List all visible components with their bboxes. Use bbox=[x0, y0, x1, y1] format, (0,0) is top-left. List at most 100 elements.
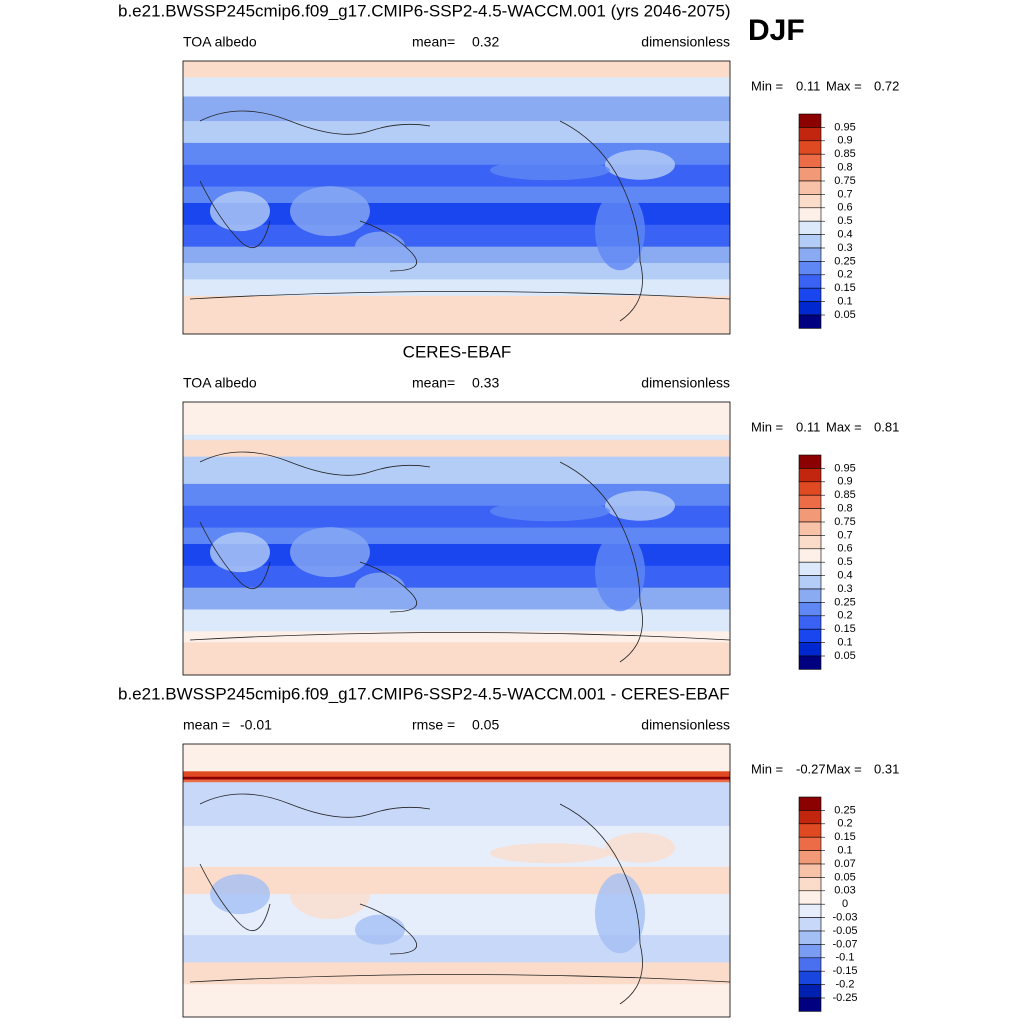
coastline bbox=[189, 793, 731, 1005]
units-label: dimensionless bbox=[641, 34, 730, 50]
map-feature bbox=[355, 572, 405, 603]
min-label: Min = bbox=[751, 761, 783, 776]
map-feature bbox=[210, 532, 270, 573]
map-feature bbox=[490, 843, 610, 864]
colorbar-label: 0.4 bbox=[837, 570, 852, 582]
map-feature bbox=[605, 832, 675, 863]
stat-label: mean= bbox=[412, 34, 455, 50]
colorbar-segment bbox=[798, 454, 822, 469]
colorbar-segment bbox=[798, 194, 822, 209]
colorbar-label: 0.25 bbox=[834, 804, 855, 816]
colorbar-segment bbox=[798, 220, 822, 235]
map-feature bbox=[490, 160, 610, 181]
min-value: 0.11 bbox=[796, 78, 820, 93]
colorbar-segment bbox=[798, 167, 822, 182]
stat-value: -0.01 bbox=[240, 717, 272, 733]
min-value: 0.11 bbox=[796, 419, 820, 434]
colorbar-label: 0.15 bbox=[834, 831, 855, 843]
colorbar-segment bbox=[798, 810, 822, 825]
map-band bbox=[183, 609, 730, 632]
colorbar-label: 0.85 bbox=[834, 148, 855, 160]
map-feature bbox=[290, 527, 370, 578]
colorbar-label: 0.4 bbox=[837, 229, 852, 241]
panel-title: b.e21.BWSSP245cmip6.f09_g17.CMIP6-SSP2-4… bbox=[118, 1, 731, 20]
colorbar-label: 0.05 bbox=[834, 871, 855, 883]
colorbar-segment bbox=[798, 508, 822, 523]
map bbox=[183, 402, 731, 676]
stat-value: 0.32 bbox=[472, 34, 499, 50]
map-band bbox=[183, 587, 730, 610]
colorbar-segment bbox=[798, 957, 822, 972]
figure-title: DJF bbox=[748, 14, 805, 47]
map-feature bbox=[605, 149, 675, 180]
min-label: Min = bbox=[751, 78, 783, 93]
colorbar-segment bbox=[798, 521, 822, 536]
map-band bbox=[183, 142, 730, 166]
units-label: dimensionless bbox=[641, 375, 730, 391]
colorbar-segment bbox=[798, 930, 822, 945]
colorbar-label: 0.9 bbox=[837, 476, 852, 488]
stat-value: 0.05 bbox=[472, 717, 499, 733]
map-band bbox=[183, 456, 730, 485]
colorbar-segment bbox=[798, 628, 822, 643]
map-band bbox=[183, 246, 730, 264]
colorbar-label: 0.1 bbox=[837, 637, 852, 649]
colorbar-segment bbox=[798, 234, 822, 249]
min-value: -0.27 bbox=[796, 761, 826, 776]
colorbar-label: 0.95 bbox=[834, 121, 855, 133]
colorbar-label: 0.6 bbox=[837, 202, 852, 214]
colorbar-segment bbox=[798, 997, 822, 1012]
map-band bbox=[183, 121, 730, 144]
colorbar-label: 0.07 bbox=[834, 858, 855, 870]
colorbar-segment bbox=[798, 970, 822, 985]
colorbar-label: 0.05 bbox=[834, 650, 855, 662]
stat-label: rmse = bbox=[412, 717, 455, 733]
max-label: Max = bbox=[826, 761, 862, 776]
map-band bbox=[183, 61, 730, 78]
map-feature bbox=[595, 873, 645, 954]
map-band bbox=[183, 779, 730, 783]
variable-label: TOA albedo bbox=[183, 34, 257, 50]
map-band bbox=[183, 642, 730, 676]
colorbar-segment bbox=[798, 655, 822, 670]
stat-label: mean= bbox=[412, 375, 455, 391]
map-feature bbox=[290, 869, 370, 920]
colorbar-label: 0.6 bbox=[837, 543, 852, 555]
variable-label: TOA albedo bbox=[183, 375, 257, 391]
colorbar-segment bbox=[798, 113, 822, 128]
colorbar-label: 0.5 bbox=[837, 215, 852, 227]
max-value: 0.81 bbox=[874, 419, 899, 434]
map-band bbox=[183, 96, 730, 122]
colorbar-segment bbox=[798, 602, 822, 617]
colorbar-segment bbox=[798, 468, 822, 483]
coastline bbox=[189, 110, 731, 322]
colorbar-label: 0.15 bbox=[834, 623, 855, 635]
units-label: dimensionless bbox=[641, 717, 730, 733]
colorbar-label: 0.1 bbox=[837, 845, 852, 857]
colorbar-label: -0.05 bbox=[832, 925, 857, 937]
colorbar-label: -0.1 bbox=[836, 952, 855, 964]
map bbox=[183, 61, 731, 335]
colorbar-segment bbox=[798, 140, 822, 155]
colorbar-segment bbox=[798, 481, 822, 496]
panel-title: CERES-EBAF bbox=[403, 342, 512, 361]
stat-value: 0.33 bbox=[472, 375, 499, 391]
map-band bbox=[183, 776, 730, 780]
colorbar-segment bbox=[798, 247, 822, 262]
map-feature bbox=[290, 186, 370, 237]
colorbar-label: 0.03 bbox=[834, 885, 855, 897]
colorbar-label: 0.25 bbox=[834, 255, 855, 267]
stat-label: mean = bbox=[183, 717, 230, 733]
coastline bbox=[189, 451, 731, 663]
colorbar-label: 0.75 bbox=[834, 516, 855, 528]
max-label: Max = bbox=[826, 78, 862, 93]
colorbar-segment bbox=[798, 984, 822, 999]
colorbar-label: 0.9 bbox=[837, 135, 852, 147]
colorbar-label: 0.3 bbox=[837, 583, 852, 595]
map-band bbox=[183, 434, 730, 441]
colorbar-segment bbox=[798, 836, 822, 851]
map-band bbox=[183, 263, 730, 280]
map-frame bbox=[182, 60, 731, 335]
colorbar-segment bbox=[798, 301, 822, 316]
